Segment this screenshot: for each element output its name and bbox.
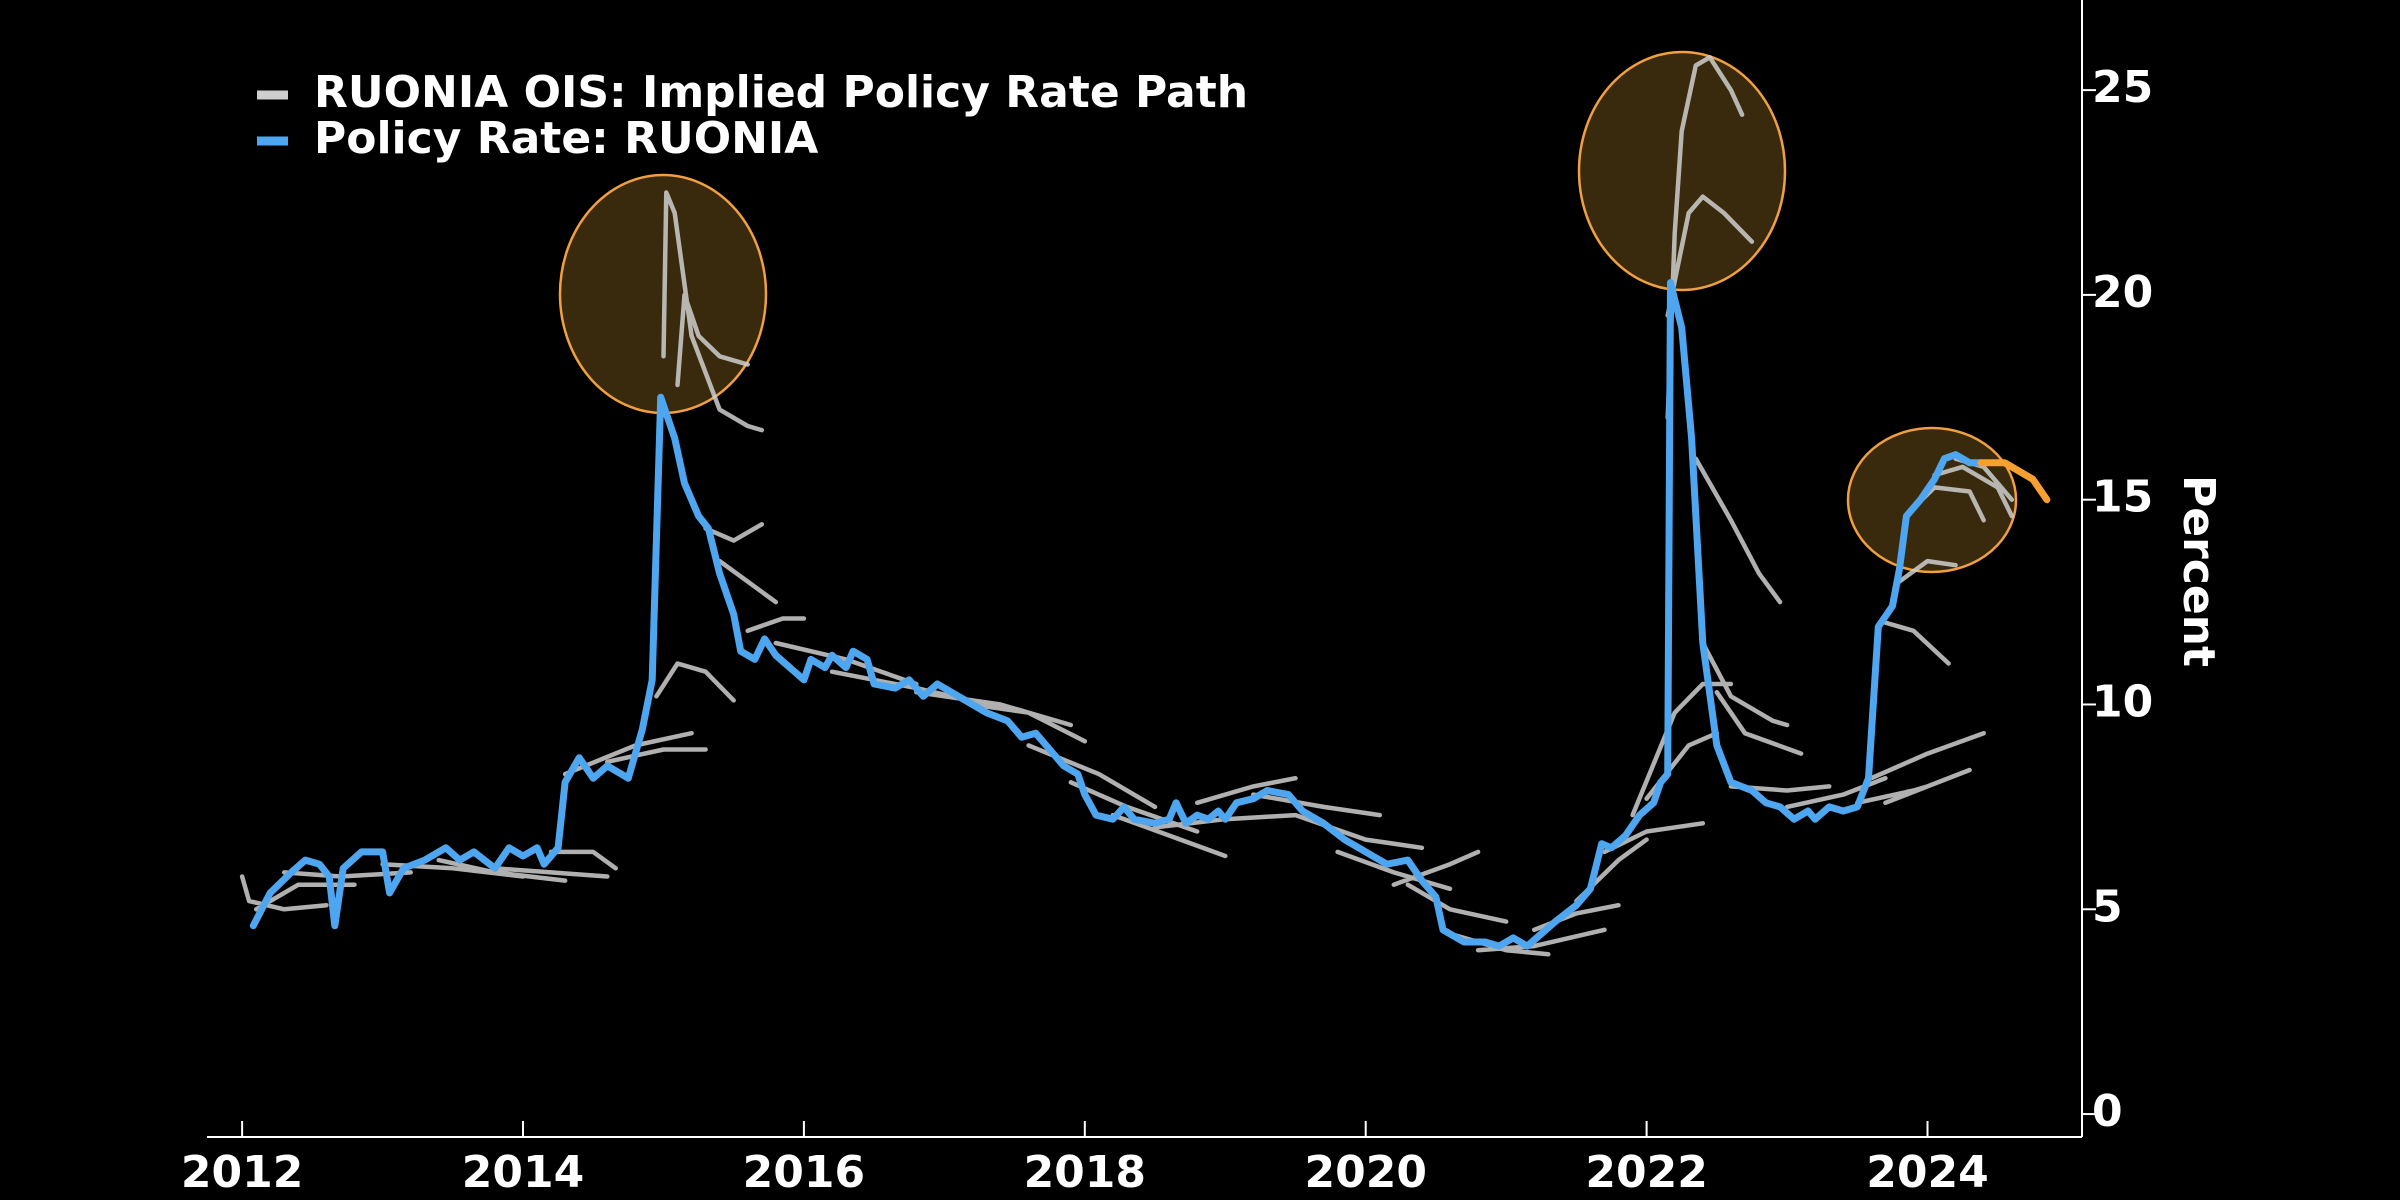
y-tick-label: 5 — [2092, 881, 2123, 932]
x-tick-label: 2024 — [1866, 1147, 1988, 1198]
legend-label: RUONIA OIS: Implied Policy Rate Path — [314, 67, 1248, 118]
x-tick-label: 2018 — [1024, 1147, 1146, 1198]
y-tick-label: 15 — [2092, 472, 2153, 523]
x-tick-label: 2016 — [743, 1147, 865, 1198]
highlight-circle — [1846, 426, 2018, 574]
y-tick-label: 25 — [2092, 62, 2153, 113]
series-line — [249, 279, 1985, 950]
y-tick-label: 20 — [2092, 267, 2153, 318]
legend-label: Policy Rate: RUONIA — [314, 113, 818, 164]
x-tick-label: 2020 — [1304, 1147, 1426, 1198]
highlight-circle — [1577, 50, 1787, 292]
x-tick-label: 2014 — [462, 1147, 584, 1198]
x-tick-label: 2022 — [1585, 1147, 1707, 1198]
series-line — [1977, 459, 2051, 504]
y-tick-label: 0 — [2092, 1086, 2123, 1137]
y-axis-label: Percent — [2173, 475, 2224, 667]
y-tick-label: 10 — [2092, 676, 2153, 727]
x-tick-label: 2012 — [181, 1147, 303, 1198]
highlights — [558, 50, 2018, 574]
